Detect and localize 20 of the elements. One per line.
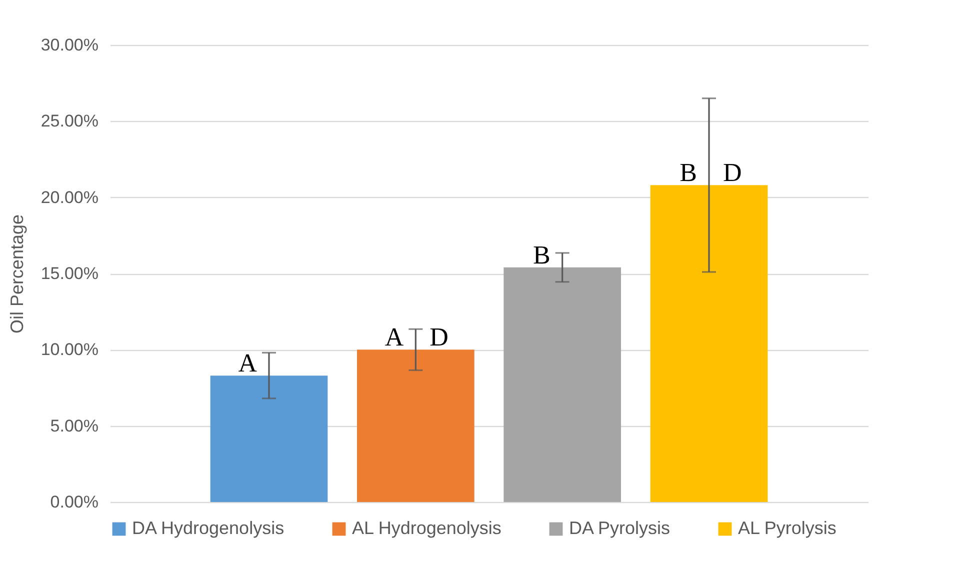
text: A D: [384, 322, 448, 352]
data-label: A: [238, 348, 258, 378]
y-tick-label: 20.00%: [40, 188, 98, 207]
bar: [504, 267, 622, 502]
text: B D: [680, 158, 742, 188]
legend-label: AL Hydrogenolysis: [352, 518, 502, 538]
y-tick-label: 10.00%: [40, 340, 98, 360]
data-label: B: [532, 240, 550, 270]
bar: [210, 376, 328, 502]
y-tick-label: 30.00%: [40, 36, 98, 54]
y-tick-label: 25.00%: [40, 112, 98, 131]
bar: [356, 350, 474, 502]
legend-label: AL Pyrolysis: [738, 518, 836, 538]
y-axis-title: Oil Percentage: [6, 214, 27, 334]
y-tick-label: 0.00%: [50, 492, 98, 512]
legend-label: DA Pyrolysis: [569, 518, 670, 538]
y-tick-label: 5.00%: [50, 416, 98, 436]
bar: [650, 185, 768, 502]
y-tick-label: 15.00%: [40, 264, 98, 283]
legend-label: DA Hydrogenolysis: [132, 518, 284, 538]
